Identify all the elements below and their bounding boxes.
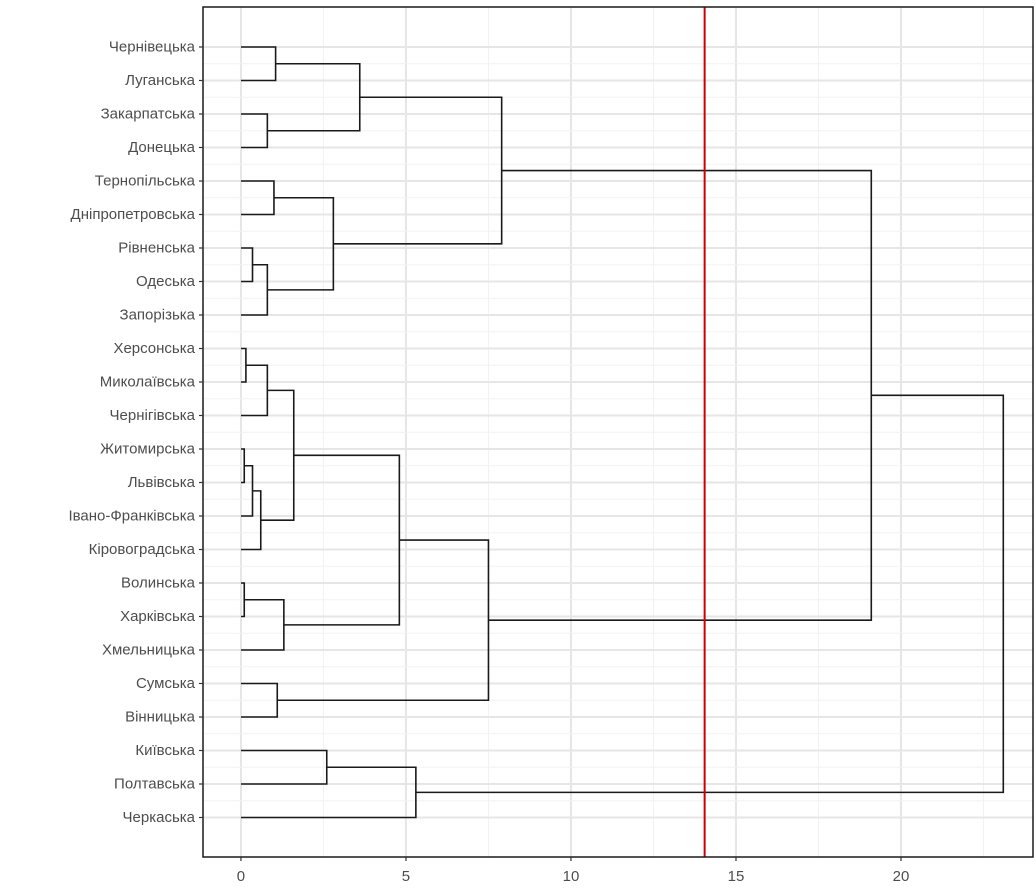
y-tick-label: Миколаївська xyxy=(100,374,196,391)
y-tick-label: Тернопільська xyxy=(95,173,196,190)
dendrogram-branch-20 xyxy=(240,749,328,785)
y-tick-label: Хмельницька xyxy=(102,642,196,659)
dendrogram-branches xyxy=(240,46,1005,819)
y-tick-label: Полтавська xyxy=(114,776,196,793)
y-tick-label: Львівська xyxy=(128,474,196,491)
x-tick-label: 0 xyxy=(237,868,245,885)
y-ticks: Чернівецька Луганська Закарпатська Донецька… xyxy=(68,39,203,826)
y-tick-label: Закарпатська xyxy=(101,106,196,123)
y-tick-label: Херсонська xyxy=(113,340,195,357)
dendrogram-branch-0 xyxy=(240,46,277,82)
x-tick-label: 10 xyxy=(563,868,580,885)
dendrogram-branch-12 xyxy=(240,490,262,551)
y-tick-label: Житомирська xyxy=(100,441,196,458)
dendrogram-branch-18 xyxy=(277,539,490,702)
y-tick-label: Чернівецька xyxy=(109,39,196,56)
dendrogram-branch-22 xyxy=(415,394,1005,794)
grid xyxy=(203,7,1033,857)
y-tick-label: Івано-Франківська xyxy=(68,508,195,525)
y-tick-label: Волинська xyxy=(121,575,196,592)
dendrogram-branch-14 xyxy=(240,582,246,618)
y-tick-label: Рівненська xyxy=(118,240,195,257)
y-tick-label: Черкаська xyxy=(123,809,196,826)
x-ticks: 0 5 10 15 20 xyxy=(237,857,910,885)
y-tick-label: Дніпропетровська xyxy=(71,206,196,223)
y-tick-label: Чернігівська xyxy=(110,407,196,424)
x-tick-label: 15 xyxy=(728,868,745,885)
y-tick-label: Харківська xyxy=(120,608,196,625)
y-tick-label: Запорізька xyxy=(120,307,196,324)
dendrogram-branch-13 xyxy=(260,389,295,521)
panel-border xyxy=(202,6,1034,858)
y-tick-label: Київська xyxy=(135,742,195,759)
y-tick-label: Луганська xyxy=(125,72,195,89)
y-tick-label: Кіровоградська xyxy=(89,541,196,558)
dendrogram-branch-17 xyxy=(240,682,279,718)
dendrogram-branch-3 xyxy=(240,180,275,216)
y-tick-label: Сумська xyxy=(136,675,196,692)
y-tick-label: Одеська xyxy=(136,273,196,290)
x-tick-label: 20 xyxy=(893,868,910,885)
dendrogram-branch-2 xyxy=(267,62,361,132)
dendrogram-branch-19 xyxy=(488,169,873,621)
y-tick-label: Донецька xyxy=(128,139,196,156)
dendrogram-branch-10 xyxy=(240,448,246,484)
x-tick-label: 5 xyxy=(402,868,410,885)
y-tick-label: Вінницька xyxy=(125,709,196,726)
